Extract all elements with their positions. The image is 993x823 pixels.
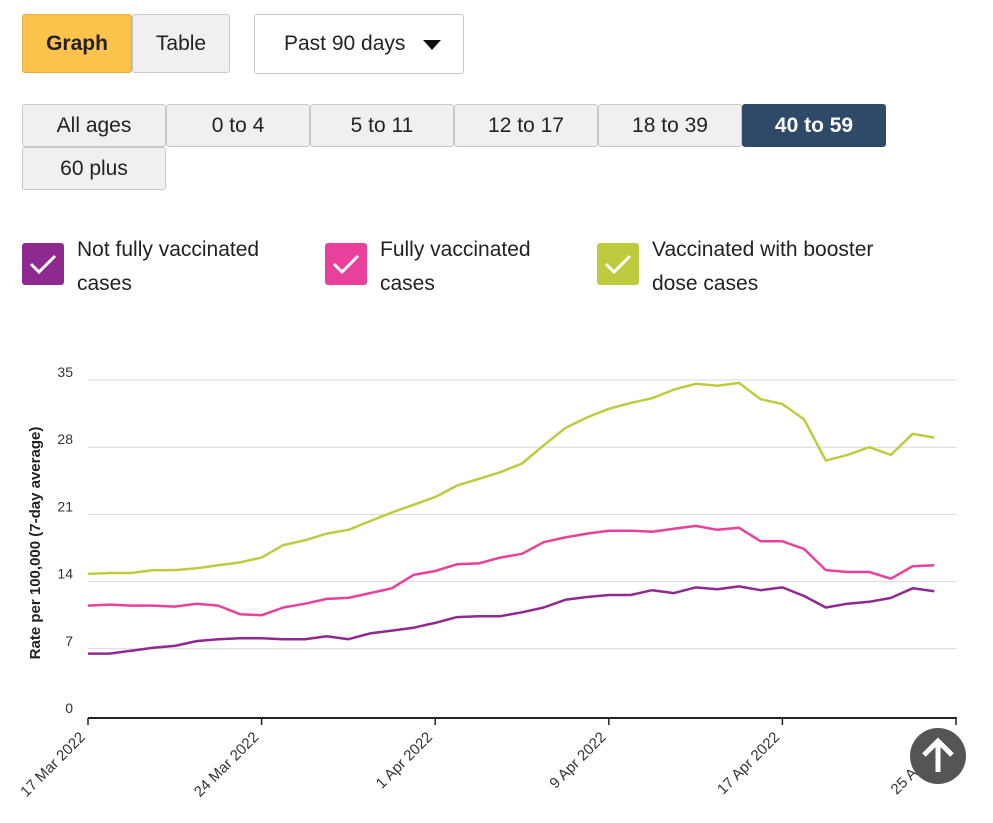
y-axis-label: Rate per 100,000 (7-day average): [27, 427, 44, 660]
y-tick-label: 7: [65, 633, 73, 649]
age-filter-all-ages[interactable]: All ages: [22, 104, 166, 147]
age-filter-5-to-11[interactable]: 5 to 11: [310, 104, 454, 147]
x-tick-label: 17 Mar 2022: [17, 729, 89, 801]
scroll-to-top-button[interactable]: [910, 728, 966, 784]
legend-label: Not fully vaccinated cases: [77, 238, 260, 295]
legend-item-fully-vaccinated[interactable]: Fully vaccinated cases: [325, 238, 531, 301]
y-tick-label: 0: [65, 700, 73, 716]
y-tick-label: 28: [57, 431, 73, 447]
y-tick-label: 35: [57, 364, 73, 380]
chart-series: [87, 381, 935, 655]
age-filter-40-to-59[interactable]: 40 to 59: [742, 104, 886, 147]
caret-down-icon: [423, 40, 441, 50]
series-line-0: [88, 585, 935, 655]
legend-label: Vaccinated with booster dose cases: [652, 238, 874, 295]
chart-grid: 0 7 14 21 28 35: [57, 364, 957, 716]
x-tick-label: 9 Apr 2022: [546, 729, 609, 792]
y-tick-label: 21: [57, 498, 73, 514]
table-tab[interactable]: Table: [132, 14, 230, 73]
period-select-value: Past 90 days: [284, 32, 406, 55]
graph-tab[interactable]: Graph: [22, 14, 132, 73]
age-filter-12-to-17[interactable]: 12 to 17: [454, 104, 598, 147]
arrow-up-icon: [922, 737, 954, 772]
period-select[interactable]: Past 90 days: [254, 14, 464, 74]
legend-item-booster[interactable]: Vaccinated with booster dose cases: [597, 238, 873, 301]
checkbox-checked-icon: [22, 243, 64, 285]
x-tick-label: 24 Mar 2022: [191, 729, 263, 801]
x-tick-label: 17 Apr 2022: [714, 729, 783, 798]
x-tick-label: 1 Apr 2022: [373, 729, 436, 792]
y-tick-label: 14: [57, 566, 73, 582]
series-line-2: [87, 381, 935, 576]
checkbox-checked-icon: [325, 243, 367, 285]
age-filter-0-to-4[interactable]: 0 to 4: [166, 104, 310, 147]
age-filter-18-to-39[interactable]: 18 to 39: [598, 104, 742, 147]
legend-label: Fully vaccinated cases: [380, 238, 531, 295]
age-filter-60-plus[interactable]: 60 plus: [22, 147, 166, 190]
legend-item-not-fully-vaccinated[interactable]: Not fully vaccinated cases: [22, 238, 259, 301]
series-line-1: [87, 524, 935, 617]
checkbox-checked-icon: [597, 243, 639, 285]
x-axis: 17 Mar 2022 24 Mar 2022 1 Apr 2022 9 Apr 20…: [17, 717, 957, 801]
